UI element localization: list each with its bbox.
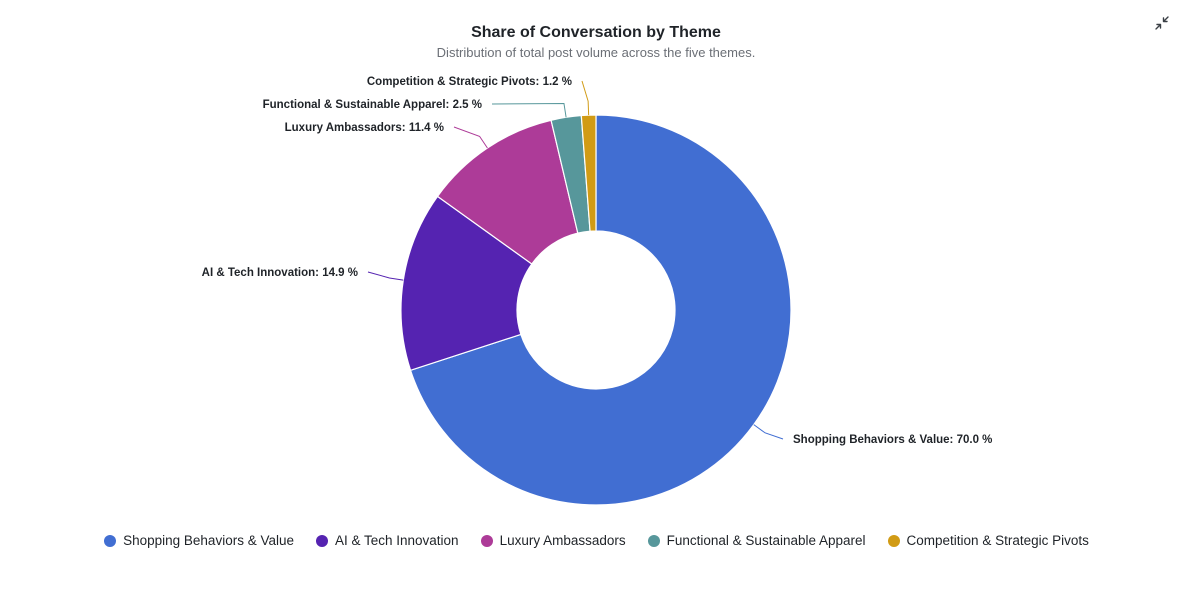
legend-item-luxury-ambassadors[interactable]: Luxury Ambassadors <box>480 533 626 548</box>
slice-shopping-behaviors-and-value[interactable] <box>409 114 792 506</box>
leader-line-shopping-behaviors-and-value <box>753 424 784 440</box>
legend-item-competition-and-strategic-pivots[interactable]: Competition & Strategic Pivots <box>887 533 1089 548</box>
chart-subtitle: Distribution of total post volume across… <box>437 45 756 60</box>
leader-line-functional-and-sustainable-apparel <box>491 102 567 118</box>
slice-luxury-ambassadors[interactable] <box>436 119 579 265</box>
slice-ai-and-tech-innovation[interactable] <box>400 195 533 372</box>
chart-legend: Shopping Behaviors & Value AI & Tech Inno… <box>0 533 1193 548</box>
data-label-functional-and-sustainable-apparel: Functional & Sustainable Apparel: 2.5 % <box>263 99 482 111</box>
legend-swatch <box>480 534 493 547</box>
legend-item-ai-and-tech-innovation[interactable]: AI & Tech Innovation <box>315 533 459 548</box>
legend-label: Competition & Strategic Pivots <box>906 533 1089 548</box>
data-label-luxury-ambassadors: Luxury Ambassadors: 11.4 % <box>285 122 444 134</box>
data-label-ai-and-tech-innovation: AI & Tech Innovation: 14.9 % <box>202 267 358 279</box>
legend-swatch <box>887 534 900 547</box>
legend-swatch <box>104 534 117 547</box>
chart-title: Share of Conversation by Theme <box>471 24 721 41</box>
labels-group: Shopping Behaviors & Value: 70.0 % AI & T… <box>202 76 993 446</box>
legend-item-shopping-behaviors-and-value[interactable]: Shopping Behaviors & Value <box>104 533 294 548</box>
data-label-competition-and-strategic-pivots: Competition & Strategic Pivots: 1.2 % <box>367 76 572 88</box>
data-label-shopping-behaviors-and-value: Shopping Behaviors & Value: 70.0 % <box>793 434 992 446</box>
legend-item-functional-and-sustainable-apparel[interactable]: Functional & Sustainable Apparel <box>647 533 866 548</box>
donut-chart: Share of Conversation by Theme Distribut… <box>202 24 993 506</box>
legend-label: AI & Tech Innovation <box>334 533 459 548</box>
legend-swatch <box>315 534 328 547</box>
collapse-arrows-icon <box>1155 16 1169 30</box>
slice-competition-and-strategic-pivots[interactable] <box>580 114 597 232</box>
legend-label: Shopping Behaviors & Value <box>123 533 294 548</box>
legend-swatch <box>647 534 660 547</box>
legend-label: Luxury Ambassadors <box>499 533 626 548</box>
collapse-button[interactable] <box>1151 12 1173 34</box>
slices-group <box>400 114 792 506</box>
legend-label: Functional & Sustainable Apparel <box>666 533 866 548</box>
leader-line-ai-and-tech-innovation <box>367 271 404 281</box>
leader-line-competition-and-strategic-pivots <box>581 80 590 116</box>
leader-line-luxury-ambassadors <box>453 126 488 149</box>
